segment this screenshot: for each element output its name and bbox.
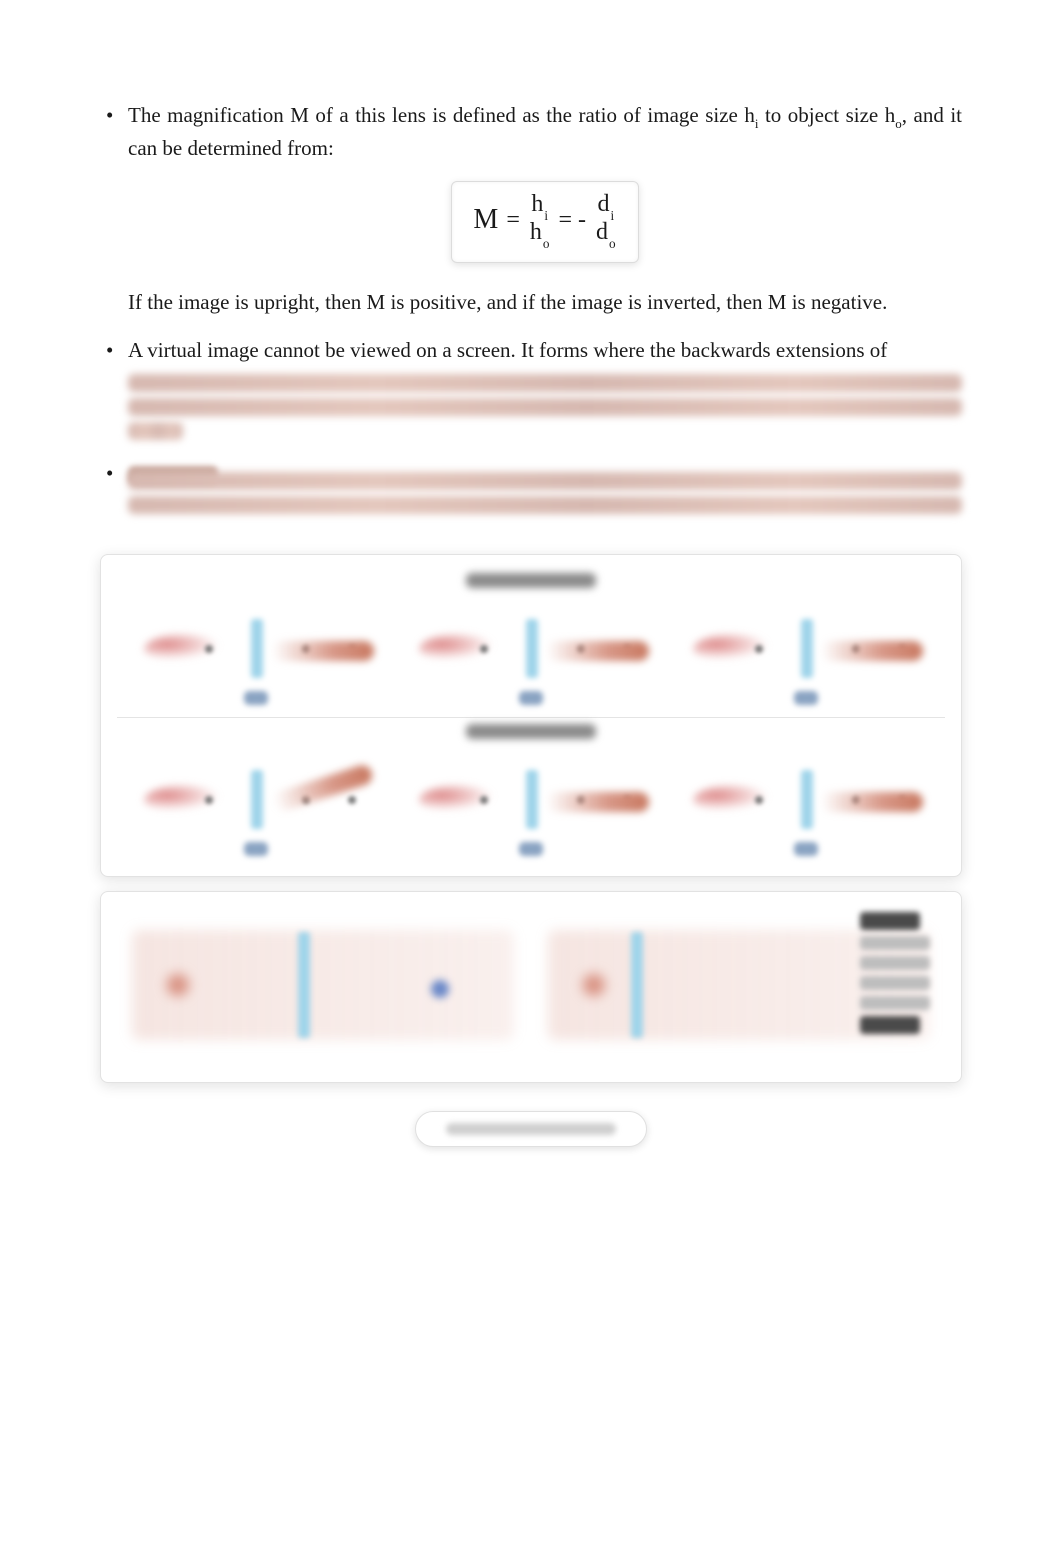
figure1-cell-4 [129,764,384,856]
figure-ray-diagrams [100,554,962,877]
equation-equals-1: = [506,203,520,238]
view-full-document-button[interactable] [415,1111,647,1147]
bullet-list: The magnification M of a this lens is de… [100,100,962,514]
bullet-principal-rays [100,458,962,514]
view-button-label-redacted [446,1123,616,1135]
figure1-cell-2 [403,613,658,705]
figure1-row-1 [115,603,947,711]
figure2-content [115,910,947,1060]
figure1-label-6 [794,842,818,856]
equation-equals-2: = - [558,203,586,238]
figure1-label-3 [794,691,818,705]
frac-di: di [595,192,615,220]
figure1-cell-6 [678,764,933,856]
redacted-lines-2 [128,472,962,514]
figure1-label-5 [519,842,543,856]
frac-do: do [594,220,617,248]
figure-annotated-lenses [100,891,962,1083]
figure1-cell-3 [678,613,933,705]
figure1-title-top [115,573,947,593]
fraction-h: hi ho [528,192,551,247]
figure1-separator [117,717,945,718]
document-page: The magnification M of a this lens is de… [0,0,1062,1207]
equation-box: M = hi ho = - di do [451,181,639,262]
figure1-label-1 [244,691,268,705]
bullet-virtual-image: A virtual image cannot be viewed on a sc… [100,335,962,439]
figure1-title-bottom [115,724,947,744]
redacted-lines-1 [128,374,962,440]
figure1-cell-1 [129,613,384,705]
figure1-label-4 [244,842,268,856]
fraction-d: di do [594,192,617,247]
frac-hi: hi [529,192,549,220]
figure2-tag-stack [860,912,930,1034]
bullet-virtual-text: A virtual image cannot be viewed on a sc… [128,338,887,362]
bullet-magnification: The magnification M of a this lens is de… [100,100,962,317]
figure1-cell-5 [403,764,658,856]
bullet-magnification-text: The magnification M of a this lens is de… [128,103,962,160]
magnification-followup: If the image is upright, then M is posit… [128,287,962,317]
frac-ho: ho [528,220,551,248]
figure1-label-2 [519,691,543,705]
equation-M: M [473,200,498,241]
figure1-row-2 [115,754,947,862]
